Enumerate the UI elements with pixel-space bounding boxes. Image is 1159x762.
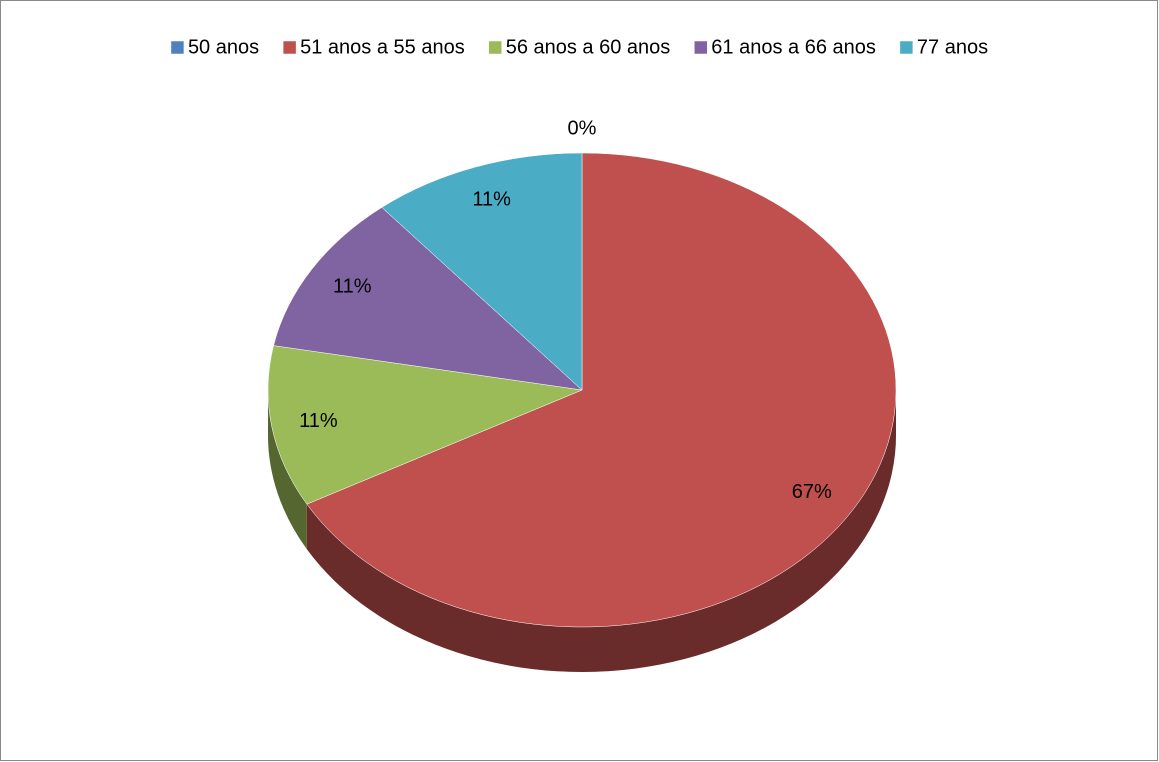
pie-side <box>268 390 307 550</box>
legend-item: 50 anos <box>170 36 259 58</box>
pie-slice <box>381 152 583 391</box>
data-label: 11% <box>299 410 338 432</box>
pie-side-shade <box>268 390 307 550</box>
legend: 50 anos 51 anos a 55 anos 56 anos a 60 ano… <box>170 36 988 58</box>
data-labels: 0% 67% 11% 11% 11% <box>299 118 832 503</box>
legend-label: 77 anos <box>917 36 988 58</box>
legend-label: 56 anos a 60 anos <box>506 36 671 58</box>
data-label: 11% <box>333 276 372 298</box>
pie-slice <box>273 207 583 391</box>
pie-sides <box>268 390 896 673</box>
legend-item: 61 anos a 66 anos <box>694 36 876 58</box>
data-label: 67% <box>792 481 832 503</box>
legend-item: 77 anos <box>899 36 988 58</box>
legend-swatch <box>694 40 708 55</box>
pie-side-shade <box>306 390 896 673</box>
legend-item: 51 anos a 55 anos <box>282 36 465 58</box>
legend-swatch <box>282 40 297 55</box>
pie-slice <box>306 152 897 628</box>
legend-label: 50 anos <box>188 36 259 58</box>
legend-item: 56 anos a 60 anos <box>488 36 671 58</box>
data-label: 11% <box>472 189 511 211</box>
legend-swatch <box>899 40 914 55</box>
legend-label: 61 anos a 66 anos <box>711 36 876 58</box>
legend-label: 51 anos a 55 anos <box>300 36 465 58</box>
pie-slice <box>267 345 583 505</box>
legend-swatch <box>170 40 185 55</box>
pie-side <box>306 390 896 673</box>
pie-tops <box>267 152 897 628</box>
data-label: 0% <box>568 118 597 140</box>
legend-swatch <box>488 40 502 55</box>
